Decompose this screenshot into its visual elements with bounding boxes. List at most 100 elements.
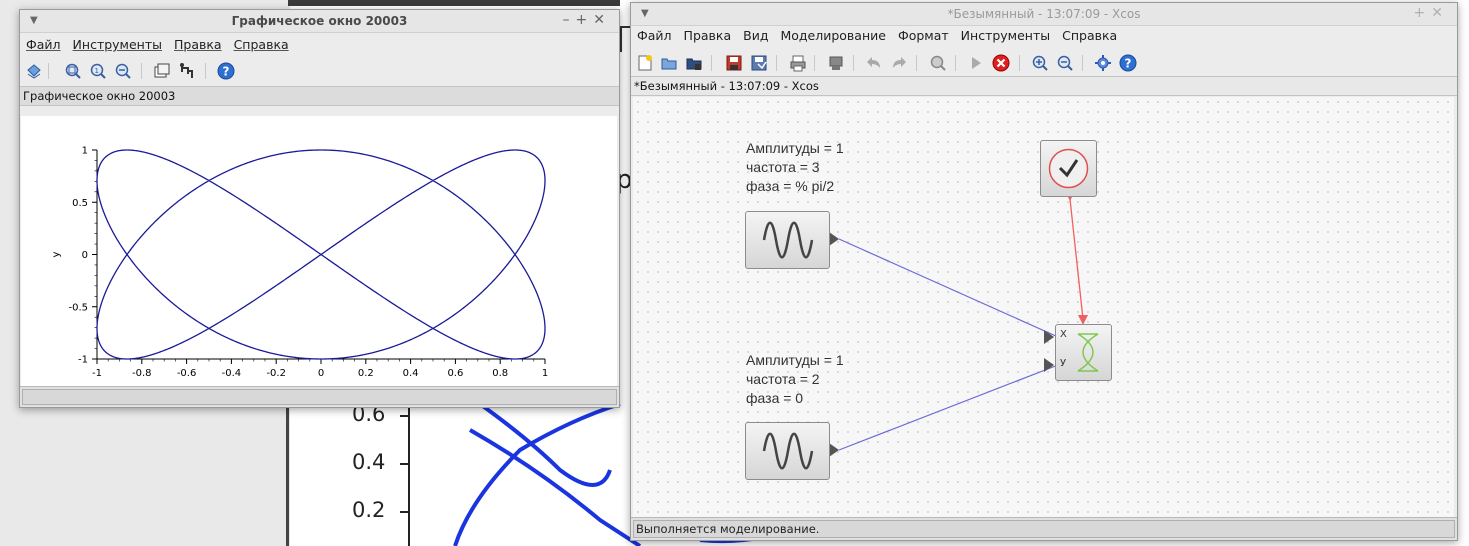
plot-area[interactable]: -1 -0.8 -0.6 -0.4 -0.2 0 0.2 0.4 0.6 0.8 1 -1 -0.5 0 0… [21,116,617,388]
sine-generator-block-1[interactable] [745,211,830,269]
toolbar-separator [814,55,815,71]
window-menu-icon[interactable]: ▼ [641,8,649,19]
undo-icon[interactable] [865,54,883,72]
window-menu-icon[interactable]: ▼ [30,15,38,26]
toolbar-separator [141,63,142,79]
background-bracket [620,26,632,52]
param-amplitude: Амплитуды = 1 [746,352,844,368]
menu-tools[interactable]: Инструменты [960,28,1051,43]
x-tick-label: -0.4 [222,368,242,379]
save-icon[interactable] [725,54,743,72]
menu-help[interactable]: Справка [233,37,289,52]
sine-wave-icon [762,221,814,259]
close-icon[interactable]: ✕ [1431,5,1449,21]
menu-file[interactable]: Файл [26,37,61,52]
menu-edit[interactable]: Правка [683,28,732,43]
print-icon[interactable] [789,54,807,72]
y-tick-label: -1 [78,355,88,366]
menu-view[interactable]: Вид [743,28,769,43]
diagram-canvas[interactable]: Амплитуды = 1 частота = 3 фаза = % pi/2 … [633,97,1454,517]
x-tick-label: 0 [318,368,324,379]
zoom-area-icon[interactable]: 1 [89,62,107,80]
graphic-window: ▼ Графическое окно 20003 –+✕ Файл Инструм… [19,9,620,408]
param-phase: фаза = 0 [746,390,804,406]
rotate-icon[interactable] [25,62,43,80]
zoom-out-icon[interactable] [114,62,132,80]
param-amplitude: Амплитуды = 1 [746,140,844,156]
toolbar-separator [711,55,712,71]
clock-block[interactable] [1040,140,1097,197]
toolbar-separator [853,55,854,71]
y-tick-label: -0.5 [68,302,88,313]
menu-simulation[interactable]: Моделирование [780,28,886,43]
window-title: Графическое окно 20003 [231,14,408,28]
open-icon[interactable] [660,54,678,72]
minimize-icon[interactable]: – [562,12,576,28]
maximize-icon[interactable]: + [575,12,594,28]
x-tick-label: -0.8 [132,368,152,379]
xcos-window-titlebar[interactable]: ▼ *Безымянный - 13:07:09 - Xcos +✕ [631,3,1457,26]
sine-generator-block-2[interactable] [745,422,830,480]
background-tick [400,415,410,417]
toolbar-separator [955,55,956,71]
save-as-icon[interactable] [750,54,768,72]
background-y-axis [408,405,410,546]
zoom-in-icon[interactable] [64,62,82,80]
menu-help[interactable]: Справка [1062,28,1118,43]
data-link [838,364,1059,451]
output-port [829,232,839,246]
datatip-icon[interactable] [178,62,196,80]
y-tick-label: 0.5 [72,198,88,209]
input-port-x [1044,330,1054,344]
x-tick-label: 0.8 [492,368,508,379]
x-tick-label: 1 [542,368,548,379]
sine-wave-icon [762,432,814,470]
svg-text:?: ? [223,65,230,79]
menu-edit[interactable]: Правка [174,37,222,52]
port-label-x: X [1060,329,1067,340]
export-icon[interactable] [827,54,845,72]
help-icon[interactable]: ? [1119,54,1137,72]
background-plot-border [286,400,289,546]
toolbar-separator [916,55,917,71]
close-icon[interactable]: ✕ [593,12,611,28]
background-tick [400,463,410,465]
zoom-in-icon[interactable] [1031,54,1049,72]
background-curve-segment [469,428,642,546]
graphic-subtitle: Графическое окно 20003 [20,86,619,106]
stop-icon[interactable] [992,54,1010,72]
graphic-menubar: Файл Инструменты Правка Справка [20,34,619,56]
scope-xy-block[interactable]: X У [1055,324,1112,381]
x-tick-label: -0.2 [266,368,286,379]
menu-format[interactable]: Формат [897,28,949,43]
port-label-y: У [1060,358,1067,369]
svg-text:?: ? [1125,57,1132,71]
open-in-icon[interactable] [685,54,703,72]
menu-file[interactable]: Файл [637,28,672,43]
fit-diagram-icon[interactable] [929,54,947,72]
new-diagram-icon[interactable] [636,54,654,72]
x-tick-label: -1 [92,368,102,379]
lissajous-plot: -1 -0.8 -0.6 -0.4 -0.2 0 0.2 0.4 0.6 0.8 1 -1 -0.5 0 0… [51,146,548,380]
help-icon[interactable]: ? [217,62,235,80]
xcos-subtitle: *Безымянный - 13:07:09 - Xcos [631,76,1457,96]
start-icon[interactable] [967,54,985,72]
palette-icon[interactable] [1094,54,1112,72]
zoom-out-icon[interactable] [1056,54,1074,72]
background-tick-label: 0.2 [352,498,386,522]
y-axis-label: y [51,252,62,258]
xcos-statusbar: Выполняется моделирование. [631,517,1457,540]
background-tick [400,511,410,513]
maximize-icon[interactable]: + [1413,5,1432,21]
graphic-window-titlebar[interactable]: ▼ Графическое окно 20003 –+✕ [20,10,619,33]
sine-block-1-parameters: Амплитуды = 1 частота = 3 фаза = % pi/2 [746,139,844,196]
status-text: Выполняется моделирование. [633,520,1455,538]
toolbar-separator [205,63,206,79]
lissajous-curve [96,149,546,360]
menu-tools[interactable]: Инструменты [72,37,162,52]
background-curve-segment [453,402,621,546]
window-icon[interactable] [153,62,171,80]
input-port-y [1044,358,1054,372]
background-curve-segment [478,402,612,487]
redo-icon[interactable] [890,54,908,72]
